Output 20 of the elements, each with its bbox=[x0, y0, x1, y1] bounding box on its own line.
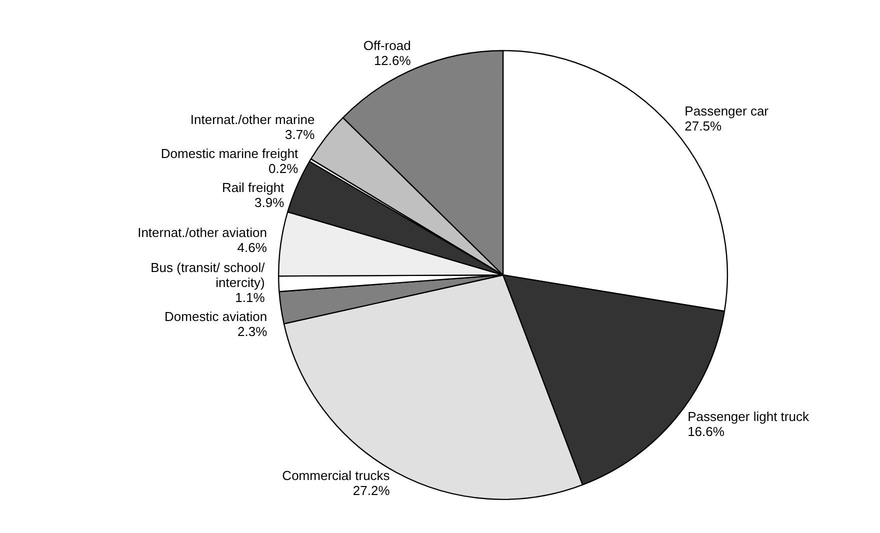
slice-label: Off-road bbox=[363, 38, 411, 54]
data-label: 16.6% bbox=[688, 424, 725, 439]
data-label: 12.6% bbox=[374, 53, 412, 68]
slice-label: Domestic aviation bbox=[164, 308, 268, 324]
slice-label: Domestic marine freight bbox=[160, 146, 299, 161]
data-label: 4.6% bbox=[237, 240, 268, 255]
data-label: 3.7% bbox=[285, 126, 316, 142]
data-label: 27.5% bbox=[684, 118, 722, 134]
data-label: 0.2% bbox=[268, 160, 299, 176]
data-label: 27.2% bbox=[352, 482, 390, 498]
slice-label: Internat./other aviation bbox=[138, 224, 267, 240]
slice-label: Rail freight bbox=[222, 180, 285, 195]
slice-label: Internat./other marine bbox=[190, 112, 315, 127]
slice-label: Passenger car bbox=[684, 104, 770, 119]
slice-label: Bus (transit/ school/ intercity) bbox=[150, 260, 266, 290]
data-label: 3.9% bbox=[254, 194, 285, 210]
slice-label: Passenger light truck bbox=[688, 408, 810, 424]
data-label: 1.1% bbox=[235, 290, 266, 305]
slice-label: Commercial trucks bbox=[282, 468, 390, 483]
data-label: 2.3% bbox=[238, 324, 268, 339]
